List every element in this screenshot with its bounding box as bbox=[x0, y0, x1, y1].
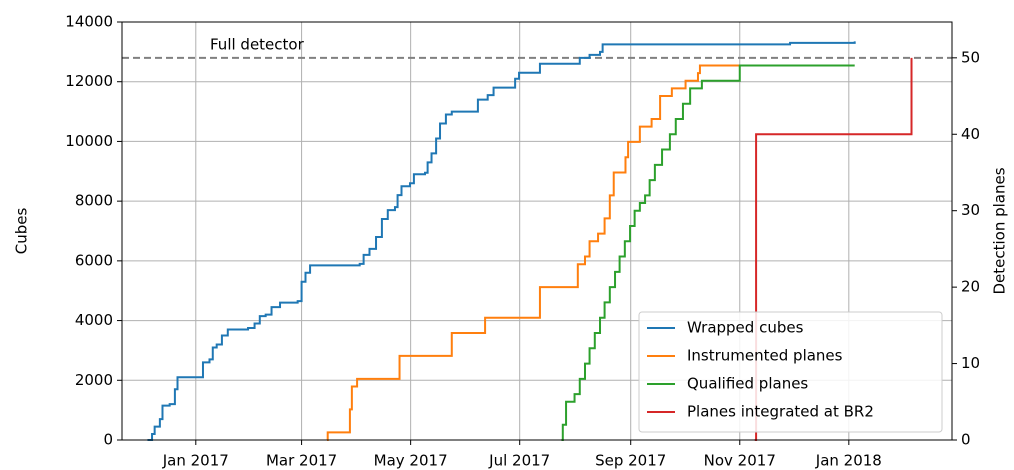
y-tick-label: 2000 bbox=[75, 371, 113, 389]
y2-tick-label: 40 bbox=[961, 125, 980, 143]
y-axis-label: Cubes bbox=[13, 208, 31, 255]
legend-label: Qualified planes bbox=[687, 375, 808, 393]
y-tick-label: 4000 bbox=[75, 311, 113, 329]
legend-box bbox=[638, 311, 943, 433]
x-tick-label: May 2017 bbox=[374, 452, 448, 470]
x-tick-label: Jan 2017 bbox=[162, 452, 229, 470]
y-tick-label: 8000 bbox=[75, 192, 113, 210]
x-tick-label: Sep 2017 bbox=[595, 452, 666, 470]
y-tick-label: 10000 bbox=[65, 132, 113, 150]
y-tick-label: 12000 bbox=[65, 72, 113, 90]
y2-tick-label: 0 bbox=[961, 431, 971, 449]
y2-tick-label: 20 bbox=[961, 278, 980, 296]
y2-tick-label: 30 bbox=[961, 201, 980, 219]
series-line bbox=[147, 41, 856, 441]
series-line bbox=[561, 64, 855, 441]
y-tick-label: 14000 bbox=[65, 13, 113, 31]
legend-label: Instrumented planes bbox=[687, 347, 843, 365]
annotation: Full detector bbox=[210, 35, 305, 53]
legend-label: Wrapped cubes bbox=[687, 319, 804, 337]
y2-tick-label: 50 bbox=[961, 48, 980, 66]
plot-frame bbox=[121, 21, 953, 441]
legend-label: Planes integrated at BR2 bbox=[687, 403, 874, 421]
y-tick-label: 0 bbox=[103, 431, 113, 449]
y-tick-label: 6000 bbox=[75, 251, 113, 269]
x-tick-label: Jul 2017 bbox=[488, 452, 550, 470]
x-tick-label: Jan 2018 bbox=[815, 452, 882, 470]
series-line bbox=[326, 64, 752, 441]
x-tick-label: Nov 2017 bbox=[704, 452, 776, 470]
x-tick-label: Mar 2017 bbox=[266, 452, 337, 470]
y2-axis-label: Detection planes bbox=[991, 167, 1009, 294]
y2-tick-label: 10 bbox=[961, 354, 980, 372]
